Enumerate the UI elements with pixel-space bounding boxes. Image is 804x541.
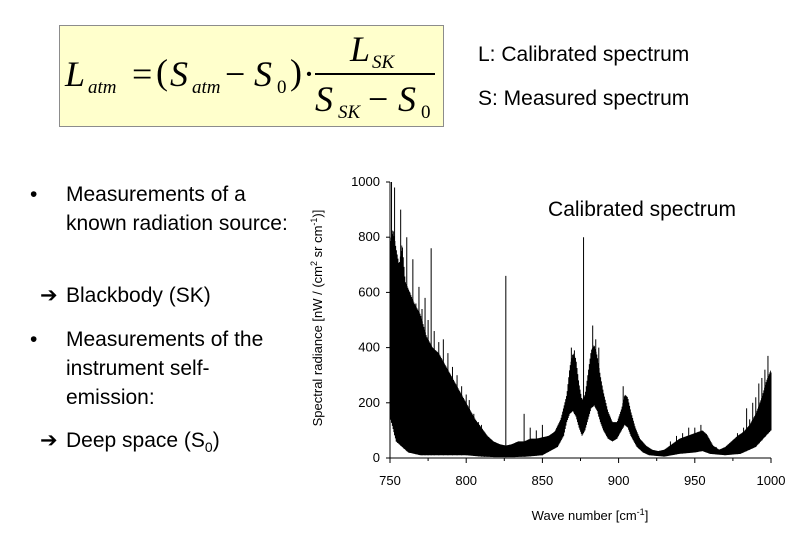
x-tick-label: 1000 — [757, 473, 786, 488]
y-tick-label: 400 — [358, 340, 380, 355]
y-axis-label-main: Spectral radiance [nW / (cm — [310, 266, 325, 426]
formula-s0-sub: 0 — [277, 77, 287, 98]
formula-dot: · — [303, 54, 315, 94]
formula-minus-1: − — [225, 54, 246, 94]
y-axis-label-mid: sr cm — [310, 226, 325, 261]
arrow-right-icon: ➔ — [40, 429, 58, 452]
formula-box: L atm = ( S atm − S 0 ) · L SK S SK − S … — [59, 25, 444, 127]
formula-den-s0-sub: 0 — [421, 102, 431, 123]
x-axis-label-main: Wave number [cm — [532, 508, 637, 523]
formula-minus-2: − — [368, 79, 389, 119]
arrow-text-2-sub: 0 — [204, 439, 213, 456]
x-axis-label-close: ] — [645, 508, 649, 523]
formula-paren-open: ( — [156, 52, 168, 92]
bullet-text-2: Measurements of the instrument self-emis… — [66, 328, 264, 409]
formula-den-s-sk: S — [315, 79, 333, 119]
plot-area — [389, 182, 772, 458]
formula-numerator: L — [350, 29, 371, 69]
formula-den-s-sk-sub: SK — [338, 102, 361, 123]
legend-measured: S: Measured spectrum — [478, 87, 690, 110]
chart-title: Calibrated spectrum — [548, 198, 736, 221]
legend-calibrated: L: Calibrated spectrum — [478, 43, 690, 66]
x-tick-label: 850 — [532, 473, 554, 488]
x-tick-label: 950 — [684, 473, 706, 488]
arrow-text-2: Deep space (S — [66, 429, 205, 452]
formula-lhs: L — [65, 54, 86, 94]
x-tick-label: 750 — [379, 473, 401, 488]
x-ticks: 750 800 850 900 950 1000 — [379, 458, 785, 488]
x-axis-label: Wave number [cm-1] — [532, 507, 649, 523]
y-tick-label: 200 — [358, 395, 380, 410]
y-tick-label: 0 — [373, 450, 380, 465]
bullet-text-1: Measurements of a known radiation source… — [66, 183, 288, 235]
formula-s-atm-sub: atm — [192, 77, 221, 98]
arrow-right-icon: ➔ — [40, 284, 58, 307]
bullet-dot: • — [30, 183, 38, 206]
formula-lhs-sub: atm — [88, 77, 117, 98]
x-tick-label: 900 — [608, 473, 630, 488]
arrow-text-1: Blackbody (SK) — [66, 284, 211, 307]
x-tick-label: 800 — [455, 473, 477, 488]
formula-s-atm: S — [170, 54, 188, 94]
y-axis-label-close: )] — [310, 210, 325, 218]
x-axis-label-sup: -1 — [637, 507, 645, 517]
y-tick-label: 800 — [358, 229, 380, 244]
bullet-dot: • — [30, 328, 38, 351]
arrow-text-2-close: ) — [212, 429, 220, 452]
formula-s0: S — [254, 54, 272, 94]
arrow-item-1: ➔ Blackbody (SK) — [40, 283, 211, 308]
formula-paren-close: ) — [290, 52, 302, 92]
y-axis-label: Spectral radiance [nW / (cm2 sr cm-1)] — [309, 210, 325, 427]
y-ticks: 0 200 400 600 800 1000 — [351, 174, 390, 465]
formula-numerator-sub: SK — [372, 52, 395, 73]
formula-den-s0: S — [398, 79, 416, 119]
y-tick-label: 600 — [358, 284, 380, 299]
formula-fraction-bar — [315, 73, 435, 75]
arrow-item-2: ➔ Deep space (S0) — [40, 428, 220, 455]
y-axis-label-sup2: -1 — [309, 218, 319, 226]
formula-equals: = — [132, 54, 153, 94]
y-tick-label: 1000 — [351, 174, 380, 189]
y-axis-label-sup1: 2 — [309, 261, 319, 266]
spectrum-line — [389, 230, 772, 458]
